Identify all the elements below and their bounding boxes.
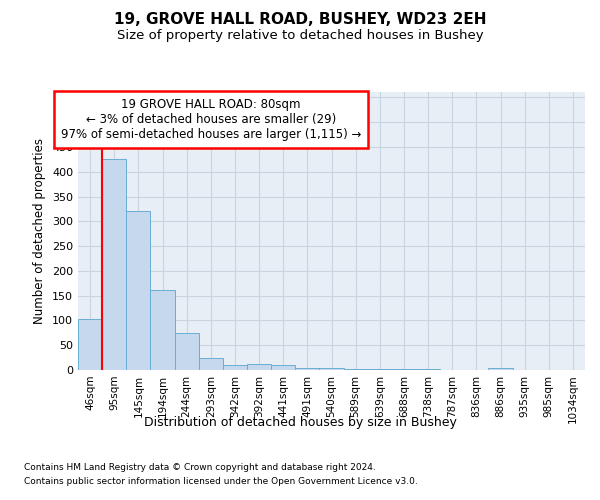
Bar	[175, 333, 199, 370]
Bar	[247, 364, 271, 370]
Bar	[488, 368, 512, 370]
Bar	[199, 358, 223, 370]
Bar	[392, 369, 416, 370]
Text: 19, GROVE HALL ROAD, BUSHEY, WD23 2EH: 19, GROVE HALL ROAD, BUSHEY, WD23 2EH	[114, 12, 486, 28]
Bar	[78, 319, 102, 370]
Text: Contains public sector information licensed under the Open Government Licence v3: Contains public sector information licen…	[24, 476, 418, 486]
Bar	[102, 160, 126, 370]
Bar	[344, 368, 368, 370]
Bar	[295, 368, 319, 370]
Bar	[126, 212, 151, 370]
Bar	[151, 290, 175, 370]
Text: Size of property relative to detached houses in Bushey: Size of property relative to detached ho…	[116, 28, 484, 42]
Text: Contains HM Land Registry data © Crown copyright and database right 2024.: Contains HM Land Registry data © Crown c…	[24, 463, 376, 472]
Bar	[223, 364, 247, 370]
Bar	[416, 369, 440, 370]
Bar	[271, 365, 295, 370]
Y-axis label: Number of detached properties: Number of detached properties	[34, 138, 46, 324]
Text: Distribution of detached houses by size in Bushey: Distribution of detached houses by size …	[143, 416, 457, 429]
Bar	[368, 368, 392, 370]
Text: 19 GROVE HALL ROAD: 80sqm
← 3% of detached houses are smaller (29)
97% of semi-d: 19 GROVE HALL ROAD: 80sqm ← 3% of detach…	[61, 98, 361, 142]
Bar	[319, 368, 344, 370]
